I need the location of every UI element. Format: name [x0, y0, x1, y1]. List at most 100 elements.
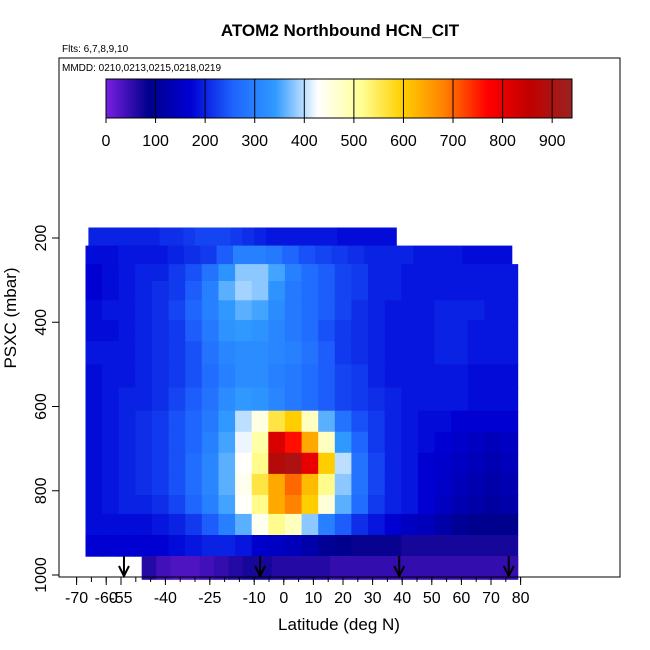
- heatmap-cell-9-14: [318, 410, 336, 433]
- heatmap-cell-12-14: [318, 473, 336, 496]
- heatmap-cell-14-1: [102, 513, 120, 536]
- heatmap-cell-4-16: [351, 300, 369, 321]
- heatmap-cell-5-17: [368, 320, 386, 342]
- heatmap-cell-15-18: [384, 535, 402, 557]
- heatmap-cell-7-5: [168, 364, 186, 389]
- heatmap-cell-16-9: [271, 556, 287, 580]
- colorbar-tick-label-3: 300: [241, 133, 268, 150]
- heatmap-cell-9-24: [484, 410, 502, 433]
- arrow-markers: [118, 556, 515, 579]
- heatmap-cell-1-15: [331, 245, 349, 265]
- heatmap-cell-8-1: [102, 387, 120, 412]
- heatmap-cell-13-9: [235, 495, 253, 515]
- heatmap-cell-4-7: [201, 300, 219, 321]
- y-tick-label-2: 600: [33, 393, 50, 420]
- dates-label: MMDD: 0210,0213,0215,0218,0219: [62, 63, 221, 74]
- x-tick-label-3: -40: [154, 590, 177, 607]
- heatmap-cell-3-12: [284, 281, 303, 301]
- heatmap-cell-1-0: [85, 245, 103, 265]
- heatmap-cell-14-16: [351, 513, 369, 536]
- heatmap-cell-14-20: [417, 513, 436, 536]
- heatmap-cell-12-9: [235, 473, 253, 496]
- heatmap-cell-12-13: [301, 473, 319, 496]
- heatmap-cell-6-11: [268, 341, 286, 365]
- heatmap-cell-2-3: [135, 264, 153, 282]
- heatmap-cell-11-21: [434, 452, 452, 475]
- heatmap-cell-14-23: [467, 513, 485, 536]
- heatmap-cell-8-6: [185, 387, 203, 412]
- heatmap-cell-13-5: [168, 495, 186, 515]
- heatmap-cell-1-3: [134, 245, 152, 265]
- x-tick-label-7: 10: [305, 590, 323, 607]
- heatmap-cell-6-4: [152, 341, 170, 365]
- heatmap-cell-15-15: [334, 535, 352, 557]
- heatmap-cell-13-0: [85, 495, 103, 515]
- heatmap-cell-12-1: [102, 473, 120, 496]
- heatmap-cell-8-9: [235, 387, 253, 412]
- heatmap-cell-1-13: [298, 245, 316, 265]
- heatmap-cell-6-18: [384, 341, 402, 365]
- arrow-head-1: [254, 565, 267, 579]
- heatmap-cell-9-21: [434, 410, 452, 433]
- heatmap-cell-7-6: [185, 364, 203, 389]
- heatmap-cell-9-9: [235, 410, 253, 433]
- heatmap-cell-3-8: [218, 281, 236, 301]
- heatmap-cell-11-13: [301, 452, 319, 475]
- heatmap-cell-5-9: [235, 320, 253, 342]
- heatmap-cell-7-8: [218, 364, 236, 389]
- heatmap-cell-13-2: [118, 495, 136, 515]
- heatmap-cell-11-3: [135, 452, 153, 475]
- heatmap-cell-4-1: [102, 300, 120, 321]
- heatmap-cell-3-6: [185, 281, 203, 301]
- heatmap-cell-6-25: [501, 341, 519, 365]
- heatmap-cell-15-9: [235, 535, 253, 557]
- heatmap-cell-16-14: [344, 556, 360, 580]
- heatmap-cell-0-2: [112, 227, 125, 247]
- x-axis: -70 -60-55 -40 -25 -10 0 10 20 30 40 50 60 70 80: [59, 576, 620, 607]
- heatmap-cell-15-17: [368, 535, 386, 557]
- heatmap-cell-14-3: [135, 513, 153, 536]
- heatmap-cell-0-10: [206, 227, 220, 247]
- heatmap-cell-6-12: [284, 341, 303, 365]
- heatmap-cell-6-5: [168, 341, 186, 365]
- chart-title: ATOM2 Northbound HCN_CIT: [221, 21, 460, 40]
- x-tick-label-4: -25: [198, 590, 221, 607]
- heatmap-cell-14-17: [368, 513, 386, 536]
- heatmap-cell-5-12: [284, 320, 303, 342]
- heatmap-cell-0-8: [183, 227, 196, 247]
- y-tick-label-4: 1000: [33, 557, 50, 593]
- heatmap-cell-3-5: [168, 281, 186, 301]
- heatmap-cell-13-8: [218, 495, 236, 515]
- heatmap-cell-7-21: [434, 364, 452, 389]
- arrow-head-0: [118, 565, 130, 579]
- heatmap-cell-9-2: [118, 410, 136, 433]
- heatmap-cell-3-2: [118, 281, 136, 301]
- colorbar-tick-label-5: 500: [341, 133, 368, 150]
- heatmap-cell-8-3: [135, 387, 153, 412]
- heatmap-cell-4-11: [268, 300, 286, 321]
- heatmap-cell-6-13: [301, 341, 319, 365]
- heatmap-cell-0-3: [124, 227, 137, 247]
- heatmap-cell-6-23: [467, 341, 485, 365]
- heatmap-cell-8-2: [118, 387, 136, 412]
- heatmap-cell-13-4: [152, 495, 170, 515]
- heatmap-cell-3-7: [201, 281, 219, 301]
- colorbar-tick-label-0: 0: [102, 133, 111, 150]
- heatmap-cell-16-18: [402, 556, 418, 580]
- heatmap-cell-11-10: [251, 452, 269, 475]
- heatmap-cell-8-10: [251, 387, 269, 412]
- heatmap-cell-8-11: [268, 387, 286, 412]
- heatmap-cell-9-25: [501, 410, 519, 433]
- heatmap-cell-1-6: [183, 245, 201, 265]
- heatmap-cell-5-14: [318, 320, 336, 342]
- heatmap-cell-5-5: [168, 320, 186, 342]
- heatmap-cell-12-8: [218, 473, 236, 496]
- heatmap-cell-4-13: [301, 300, 319, 321]
- heatmap-cell-10-7: [201, 431, 219, 454]
- heatmap-cell-6-14: [318, 341, 336, 365]
- flights-label: Flts: 6,7,8,9,10: [62, 44, 129, 55]
- heatmap-cell-13-18: [384, 495, 402, 515]
- heatmap-cell-6-3: [135, 341, 153, 365]
- heatmap-cell-10-15: [334, 431, 352, 454]
- heatmap-cell-6-16: [351, 341, 369, 365]
